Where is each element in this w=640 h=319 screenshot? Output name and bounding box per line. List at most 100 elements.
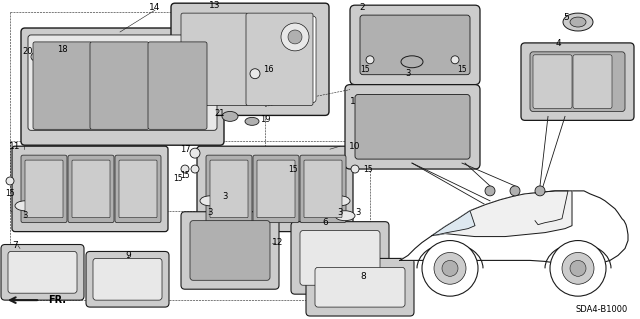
FancyBboxPatch shape [291,222,389,294]
FancyBboxPatch shape [257,160,295,218]
FancyBboxPatch shape [304,160,342,218]
FancyBboxPatch shape [8,251,77,293]
FancyBboxPatch shape [210,160,248,218]
Circle shape [442,260,458,276]
Ellipse shape [563,13,593,31]
Circle shape [288,30,302,44]
FancyBboxPatch shape [306,258,414,316]
FancyBboxPatch shape [72,160,110,218]
FancyBboxPatch shape [355,94,470,159]
Circle shape [562,252,594,284]
Text: 3: 3 [355,208,361,217]
FancyBboxPatch shape [521,43,634,120]
Circle shape [190,148,200,158]
FancyBboxPatch shape [206,155,252,223]
Ellipse shape [222,111,238,121]
Circle shape [451,56,459,64]
Text: 15: 15 [288,165,298,174]
Text: 15: 15 [363,165,373,174]
Text: 15: 15 [173,174,183,183]
Text: 8: 8 [360,272,366,281]
FancyBboxPatch shape [1,245,84,300]
FancyBboxPatch shape [184,16,316,102]
Text: 14: 14 [149,3,161,12]
Ellipse shape [215,181,235,191]
Circle shape [198,98,206,106]
Circle shape [485,186,495,196]
Circle shape [250,69,260,79]
Text: 9: 9 [125,251,131,260]
FancyBboxPatch shape [33,42,92,129]
FancyBboxPatch shape [25,160,63,218]
Circle shape [191,165,199,173]
Text: 15: 15 [360,65,370,74]
FancyBboxPatch shape [300,155,346,223]
Polygon shape [400,191,628,266]
Circle shape [510,186,520,196]
Text: 15: 15 [180,172,190,181]
FancyBboxPatch shape [119,160,157,218]
FancyBboxPatch shape [171,3,329,115]
FancyBboxPatch shape [21,28,224,145]
Ellipse shape [335,211,355,221]
FancyBboxPatch shape [197,146,353,232]
Text: 6: 6 [322,218,328,227]
Circle shape [6,177,14,185]
Text: 16: 16 [262,65,273,74]
FancyBboxPatch shape [573,55,612,108]
Circle shape [181,165,189,173]
Text: 3: 3 [405,69,411,78]
FancyBboxPatch shape [93,258,162,300]
FancyBboxPatch shape [90,42,149,129]
Text: 18: 18 [57,45,67,54]
FancyBboxPatch shape [12,146,168,232]
FancyBboxPatch shape [28,35,217,130]
Circle shape [351,165,359,173]
Circle shape [281,23,309,51]
FancyBboxPatch shape [533,55,572,108]
FancyBboxPatch shape [315,267,405,307]
FancyBboxPatch shape [181,212,279,289]
Text: 7: 7 [12,241,18,250]
Text: 21: 21 [215,109,225,118]
Text: 3: 3 [207,208,212,217]
Text: 4: 4 [555,40,561,48]
Circle shape [570,260,586,276]
FancyBboxPatch shape [68,155,114,223]
FancyBboxPatch shape [115,155,161,223]
Text: 2: 2 [359,3,365,12]
Ellipse shape [45,50,59,58]
FancyBboxPatch shape [21,155,67,223]
FancyBboxPatch shape [300,231,380,285]
Text: 10: 10 [349,142,361,151]
Text: 20: 20 [23,47,33,56]
Text: 11: 11 [9,142,20,151]
Circle shape [434,252,466,284]
Circle shape [550,241,606,296]
FancyBboxPatch shape [181,13,248,106]
Circle shape [535,186,545,196]
Text: 3: 3 [22,211,28,220]
Circle shape [31,53,39,61]
FancyBboxPatch shape [345,85,480,169]
Ellipse shape [570,17,586,27]
FancyBboxPatch shape [350,5,480,85]
Text: 3: 3 [222,192,228,201]
Text: SDA4-B1000: SDA4-B1000 [576,305,628,314]
Polygon shape [432,191,572,237]
Text: 15: 15 [5,189,15,198]
FancyBboxPatch shape [190,221,270,280]
FancyBboxPatch shape [360,15,470,75]
Ellipse shape [245,117,259,125]
Text: 13: 13 [209,1,221,10]
Ellipse shape [15,201,35,211]
FancyBboxPatch shape [253,155,299,223]
Text: 5: 5 [563,12,569,22]
FancyBboxPatch shape [148,42,207,129]
FancyBboxPatch shape [530,52,625,111]
Ellipse shape [330,196,350,206]
Circle shape [197,82,207,92]
Polygon shape [432,211,475,235]
Text: FR.: FR. [48,295,66,305]
Circle shape [366,56,374,64]
